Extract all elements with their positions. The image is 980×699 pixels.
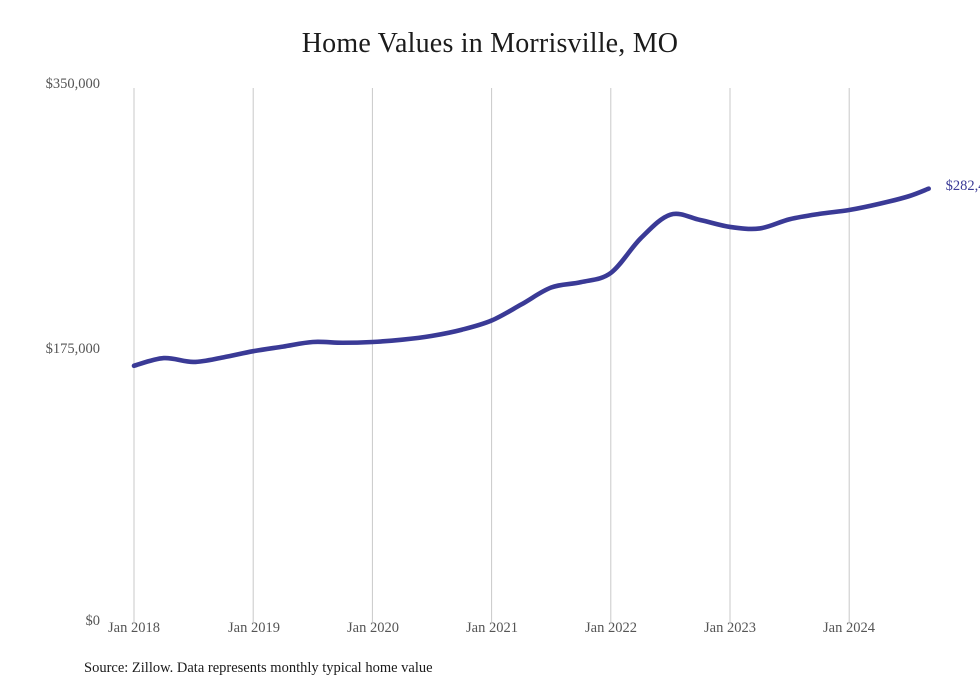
x-axis-tick-jan-2021: Jan 2021 xyxy=(466,620,518,636)
source-note: Source: Zillow. Data represents monthly … xyxy=(84,660,433,676)
x-axis-tick-jan-2024: Jan 2024 xyxy=(823,620,875,636)
page-title: Home Values in Morrisville, MO xyxy=(301,28,679,59)
y-axis-tick-350000: $350,000 xyxy=(45,76,100,92)
x-axis-tick-jan-2020: Jan 2020 xyxy=(347,620,399,636)
x-axis-tick-jan-2018: Jan 2018 xyxy=(108,620,160,636)
series-line-typical-home-value xyxy=(131,186,931,369)
gridline-group xyxy=(133,88,850,622)
x-axis-tick-jan-2019: Jan 2019 xyxy=(228,620,280,636)
end-value-annotation: $282,440 xyxy=(945,177,980,194)
y-axis-tick-0: $0 xyxy=(85,613,101,629)
y-axis-tick-175000: $175,000 xyxy=(45,341,100,357)
x-axis-tick-jan-2022: Jan 2022 xyxy=(585,620,637,636)
x-axis-tick-jan-2023: Jan 2023 xyxy=(704,620,756,636)
